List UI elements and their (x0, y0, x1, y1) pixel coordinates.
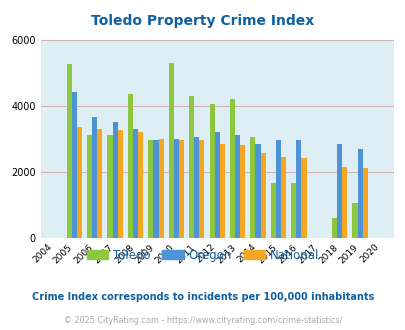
Text: Toledo Property Crime Index: Toledo Property Crime Index (91, 15, 314, 28)
Bar (255, 144, 260, 238)
Bar (362, 168, 367, 238)
Bar (357, 148, 362, 238)
Bar (280, 157, 286, 238)
Bar (229, 99, 234, 238)
Bar (128, 94, 133, 238)
Bar (92, 117, 97, 238)
Bar (214, 132, 219, 238)
Text: Crime Index corresponds to incidents per 100,000 inhabitants: Crime Index corresponds to incidents per… (32, 292, 373, 302)
Text: © 2025 CityRating.com - https://www.cityrating.com/crime-statistics/: © 2025 CityRating.com - https://www.city… (64, 315, 341, 325)
Bar (153, 140, 158, 238)
Bar (117, 130, 122, 238)
Bar (270, 183, 275, 238)
Bar (168, 63, 173, 238)
Bar (194, 137, 199, 238)
Bar (189, 96, 194, 238)
Bar (341, 167, 347, 238)
Bar (133, 129, 138, 238)
Bar (260, 153, 265, 238)
Bar (290, 183, 296, 238)
Bar (234, 135, 240, 238)
Bar (301, 158, 306, 238)
Bar (199, 140, 204, 238)
Bar (138, 132, 143, 238)
Bar (87, 135, 92, 238)
Bar (179, 140, 183, 238)
Bar (148, 140, 153, 238)
Bar (275, 140, 280, 238)
Bar (209, 104, 214, 238)
Bar (97, 129, 102, 238)
Legend: Toledo, Oregon, National: Toledo, Oregon, National (82, 244, 323, 266)
Bar (112, 122, 117, 238)
Bar (296, 140, 301, 238)
Bar (219, 144, 224, 238)
Bar (158, 139, 163, 238)
Bar (352, 203, 357, 238)
Bar (173, 139, 179, 238)
Bar (72, 92, 77, 238)
Bar (66, 64, 72, 238)
Bar (331, 218, 336, 238)
Bar (107, 135, 112, 238)
Bar (336, 144, 341, 238)
Bar (250, 137, 255, 238)
Bar (77, 127, 82, 238)
Bar (240, 145, 245, 238)
